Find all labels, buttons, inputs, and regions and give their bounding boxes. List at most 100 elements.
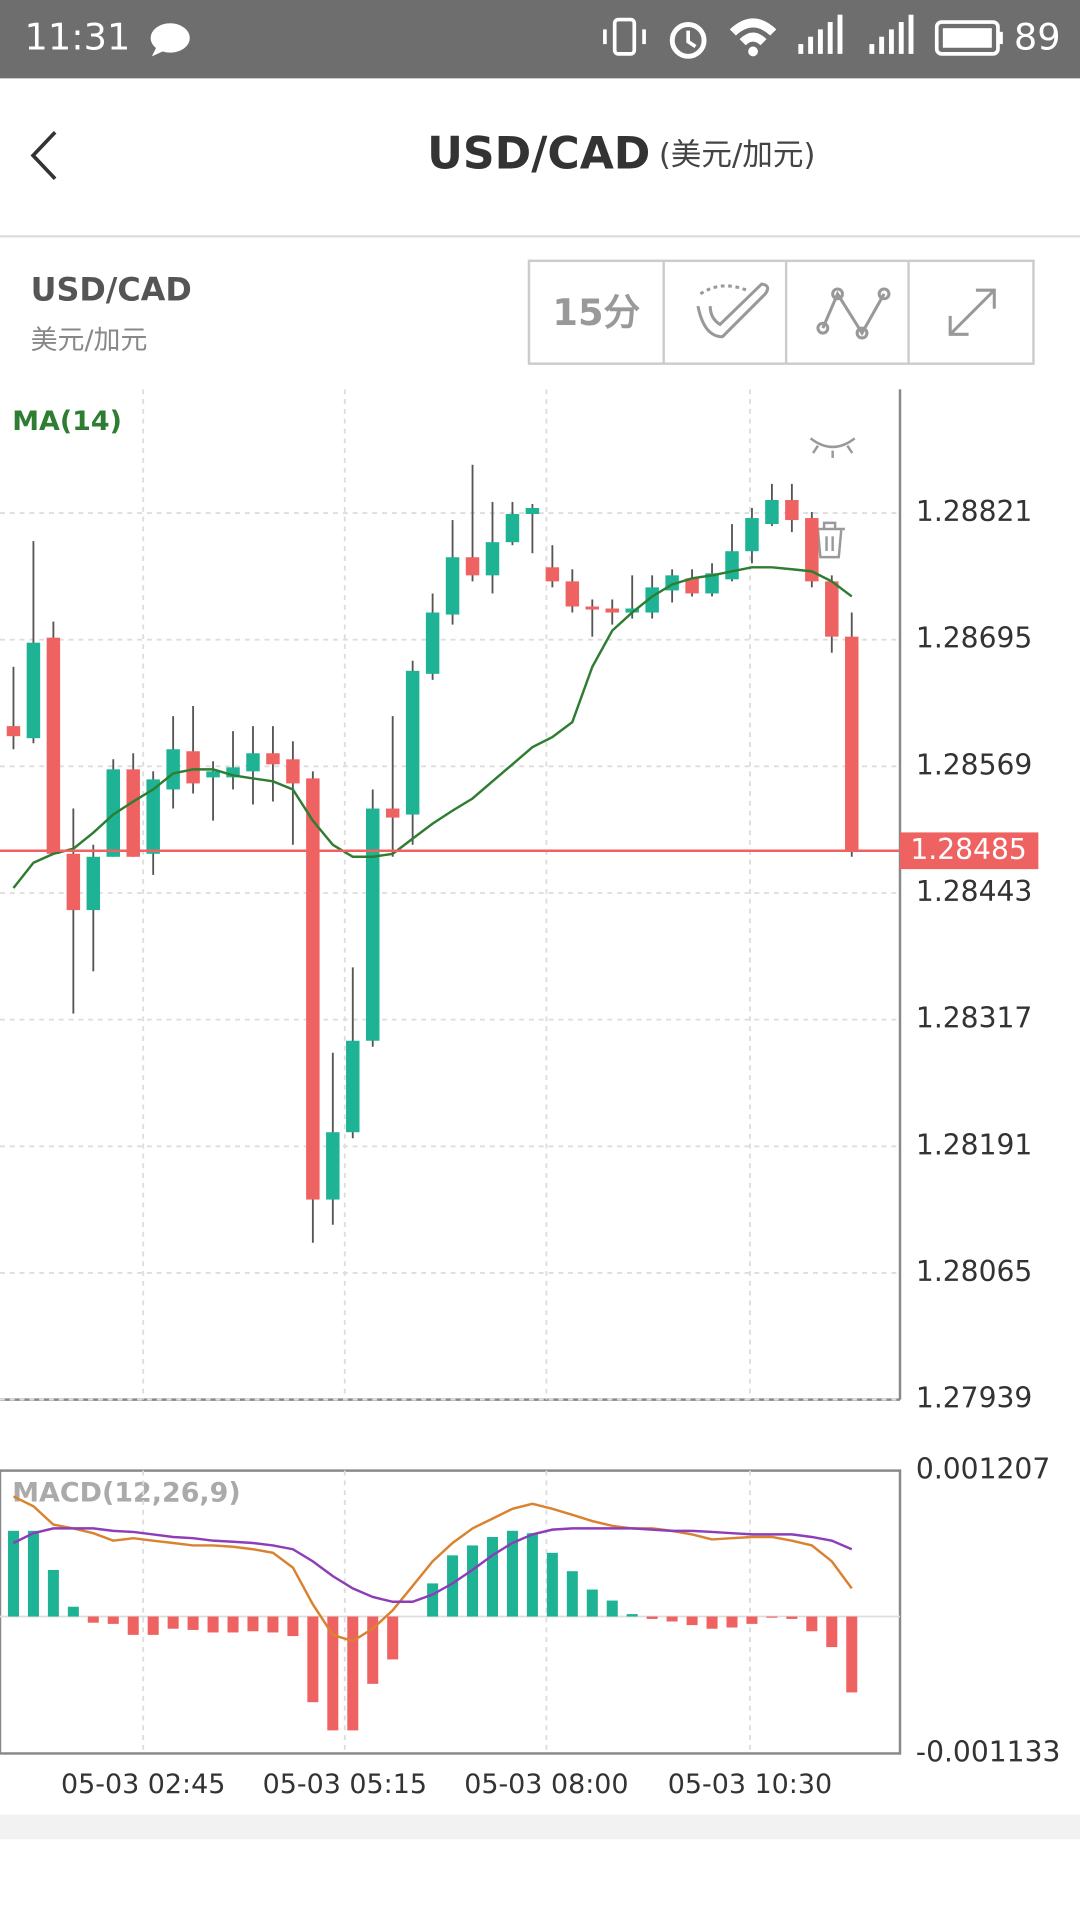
x-tick-label: 05-03 02:45 <box>61 1769 225 1800</box>
fullscreen-button[interactable] <box>948 288 996 336</box>
macd-bar <box>546 1552 558 1617</box>
macd-bar <box>67 1606 79 1617</box>
indicator-label: MA(14) <box>12 406 122 437</box>
candle-body <box>46 637 61 854</box>
candle-body <box>366 808 380 1041</box>
candle-body <box>226 767 240 778</box>
macd-frame <box>0 1469 902 1755</box>
macd-bar <box>447 1555 459 1617</box>
candle-body <box>66 853 81 911</box>
macd-bar <box>47 1569 59 1617</box>
y-tick-label: 0.001207 <box>916 1453 1050 1486</box>
candle-body <box>26 642 41 739</box>
macd-bar <box>427 1583 439 1617</box>
candle-body <box>565 581 580 607</box>
candle-body <box>306 778 320 1200</box>
macd-bar <box>846 1616 858 1693</box>
macd-bar <box>127 1616 139 1635</box>
macd-bar <box>187 1616 199 1630</box>
macd-bar <box>686 1616 698 1626</box>
candle-body <box>6 726 21 737</box>
candle-body <box>326 1132 340 1200</box>
candle-body <box>805 518 819 582</box>
macd-bar <box>766 1616 778 1618</box>
macd-label: MACD(12,26,9) <box>12 1477 240 1508</box>
candle-body <box>266 753 280 765</box>
y-tick-label: 1.28191 <box>916 1128 1032 1161</box>
macd-bar <box>506 1530 518 1617</box>
candle-body <box>126 769 140 857</box>
draw-tool-button[interactable] <box>696 282 770 339</box>
candle-body <box>545 567 560 582</box>
candle-body <box>246 753 260 772</box>
candle-body <box>845 636 859 851</box>
macd-bar <box>247 1616 259 1632</box>
clock: 11:31 <box>24 16 130 59</box>
candle-body <box>485 542 500 576</box>
candle-body <box>505 514 520 543</box>
toolbar <box>527 259 1035 365</box>
macd-bar <box>267 1616 279 1633</box>
macd-bar <box>666 1616 678 1622</box>
y-tick-label: 1.28695 <box>916 622 1032 655</box>
macd-bar <box>347 1616 359 1731</box>
candle-body <box>425 612 440 674</box>
candle-body <box>705 573 719 594</box>
indicator-button[interactable] <box>816 287 891 340</box>
macd-bar <box>27 1530 39 1617</box>
status-icons <box>150 14 1003 59</box>
candle-body <box>825 581 839 637</box>
candle-body <box>625 608 639 613</box>
macd-line <box>12 1495 853 1643</box>
macd-bar <box>706 1616 718 1629</box>
candle-body <box>725 551 739 580</box>
instrument-symbol: USD/CAD <box>31 270 192 308</box>
macd-bar <box>7 1530 19 1617</box>
macd-bar <box>586 1589 598 1617</box>
macd-bar <box>167 1616 179 1629</box>
macd-bar <box>606 1600 618 1617</box>
macd-bar <box>746 1616 758 1624</box>
y-tick-label: -0.001133 <box>916 1735 1061 1768</box>
macd-bar <box>387 1616 399 1660</box>
y-tick-label: 1.28569 <box>916 748 1032 781</box>
x-tick-label: 05-03 08:00 <box>464 1769 628 1800</box>
delete-button[interactable] <box>814 521 845 559</box>
macd-bar <box>327 1616 339 1731</box>
macd-bar <box>467 1545 479 1617</box>
macd-bar <box>87 1616 99 1623</box>
macd-bar <box>227 1616 239 1633</box>
macd-bar <box>726 1616 738 1628</box>
macd-bar <box>287 1616 299 1637</box>
interval-label: 15分 <box>552 291 640 334</box>
candle-body <box>445 557 460 615</box>
x-tick-label: 05-03 10:30 <box>668 1769 832 1800</box>
candle-body <box>146 779 160 854</box>
macd-bar <box>107 1616 119 1624</box>
macd-bar <box>826 1616 838 1648</box>
macd-bar <box>207 1616 219 1633</box>
x-tick-label: 05-03 05:15 <box>263 1769 427 1800</box>
back-button[interactable] <box>30 130 57 181</box>
macd-bar <box>147 1616 159 1635</box>
macd-bar <box>626 1614 638 1617</box>
macd-bar <box>486 1536 498 1617</box>
y-tick-label: 1.27939 <box>916 1382 1032 1415</box>
candle-body <box>745 518 759 552</box>
macd-bar <box>566 1571 578 1617</box>
y-tick-label: 1.28443 <box>916 875 1032 908</box>
y-tick-label: 1.28065 <box>916 1255 1032 1288</box>
candle-body <box>765 499 779 525</box>
macd-bar <box>646 1616 658 1619</box>
y-tick-label: 1.28821 <box>916 495 1032 528</box>
candle-body <box>465 557 480 576</box>
ma-line <box>12 566 853 889</box>
hide-button[interactable] <box>809 437 856 458</box>
instrument-name: 美元/加元 <box>31 325 148 356</box>
battery-level: 89 <box>1014 16 1061 59</box>
y-tick-label: 1.28317 <box>916 1002 1032 1035</box>
page-title: USD/CAD <box>427 129 650 180</box>
macd-line <box>12 1527 853 1603</box>
